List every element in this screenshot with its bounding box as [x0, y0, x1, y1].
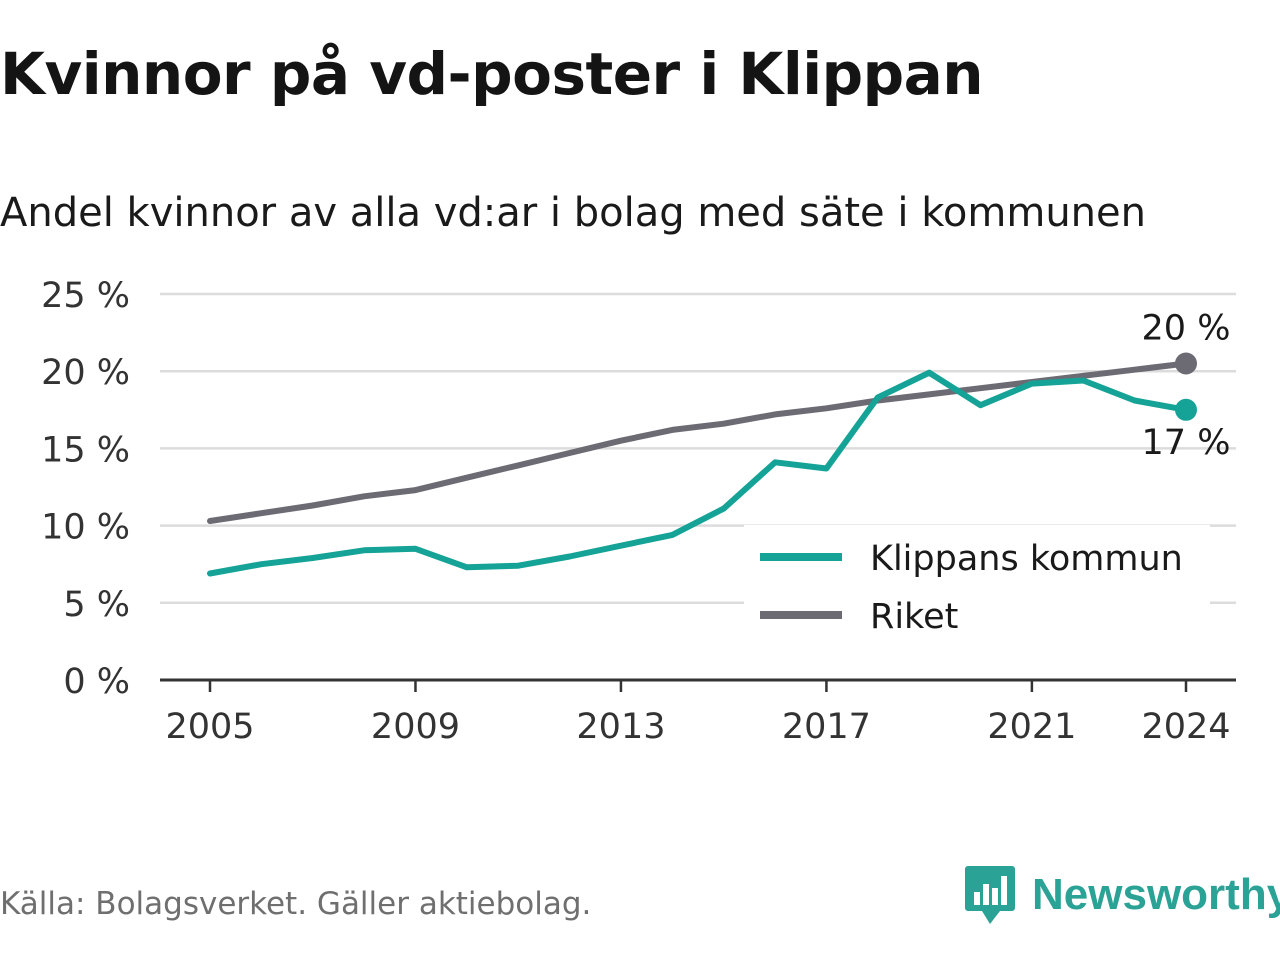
x-tick-label: 2009: [371, 707, 460, 747]
series-line-klippans-kommun: [207, 369, 1189, 577]
x-tick-label: 2021: [987, 707, 1076, 747]
end-markers: 17 % 20 %: [1142, 308, 1231, 462]
end-label-riket: 20 %: [1142, 308, 1231, 348]
source-note: Källa: Bolagsverket. Gäller aktiebolag.: [0, 886, 592, 922]
y-tick-label: 10 %: [41, 508, 130, 548]
x-tick-label: 2024: [1141, 707, 1230, 747]
x-tick-label: 2005: [165, 707, 254, 747]
legend: Klippans kommun Riket: [744, 525, 1210, 653]
x-tick-label: 2017: [782, 707, 871, 747]
end-marker-klippans-kommun: [1175, 398, 1197, 421]
x-axis-ticks: 2005 2009 2013 2017 2021 2024: [165, 680, 1231, 747]
y-tick-label: 0 %: [63, 662, 130, 702]
end-label-klippans-kommun: 17 %: [1142, 423, 1231, 463]
legend-background: [744, 525, 1210, 653]
end-marker-riket: [1175, 352, 1197, 375]
legend-label-klippans-kommun: Klippans kommun: [870, 539, 1183, 579]
brand-name: Newsworthy: [1032, 870, 1280, 919]
y-tick-label: 20 %: [41, 353, 130, 393]
legend-label-riket: Riket: [870, 597, 958, 637]
series-line-riket: [207, 360, 1189, 524]
chart-title: Kvinnor på vd-poster i Klippan: [0, 40, 984, 108]
y-tick-label: 25 %: [41, 276, 130, 316]
newsworthy-logo: Newsworthy: [964, 864, 1280, 926]
series-lines: [207, 360, 1189, 577]
y-tick-label: 5 %: [63, 585, 130, 625]
bar-chart-speech-bubble-icon: [965, 866, 1015, 924]
y-axis-ticks: 0 % 5 % 10 % 15 % 20 % 25 %: [41, 276, 130, 702]
x-tick-label: 2013: [576, 707, 665, 747]
y-tick-label: 15 %: [41, 430, 130, 470]
line-chart: 0 % 5 % 10 % 15 % 20 % 25 % Klippans kommun R…: [41, 276, 1236, 747]
chart-subtitle: Andel kvinnor av alla vd:ar i bolag med …: [0, 190, 1146, 236]
